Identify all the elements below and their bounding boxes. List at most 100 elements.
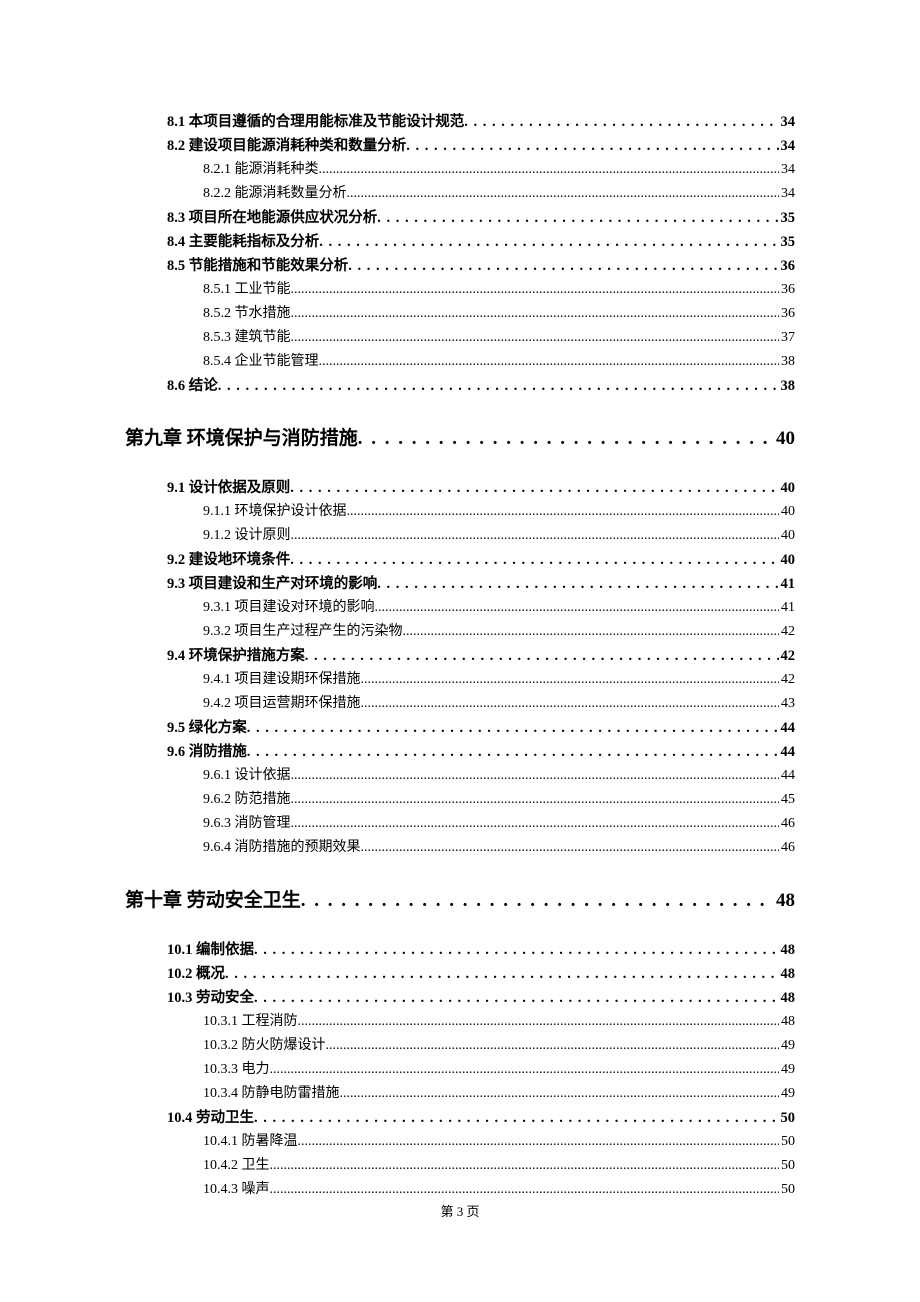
toc-leader <box>291 812 780 836</box>
toc-label: 8.3 项目所在地能源供应状况分析 <box>167 206 377 230</box>
toc-entry: 10.3.1 工程消防 48 <box>203 1010 795 1034</box>
toc-label: 8.6 结论 <box>167 374 218 398</box>
toc-leader <box>406 134 778 158</box>
toc-page: 48 <box>779 986 796 1010</box>
toc-entry: 10.3.4 防静电防雷措施49 <box>203 1082 795 1106</box>
toc-page: 35 <box>779 206 796 230</box>
toc-page: 40 <box>779 500 795 524</box>
toc-leader <box>361 692 780 716</box>
toc-label: 10.3 劳动安全 <box>167 986 254 1010</box>
toc-leader <box>377 206 778 230</box>
toc-page: 50 <box>779 1106 796 1130</box>
toc-entry: 10.4.1 防暑降温50 <box>203 1130 795 1154</box>
toc-entry: 9.1.2 设计原则40 <box>203 524 795 548</box>
toc-label: 10.4 劳动卫生 <box>167 1106 254 1130</box>
toc-label: 8.1 本项目遵循的合理用能标准及节能设计规范 <box>167 110 464 134</box>
toc-label: 8.2 建设项目能源消耗种类和数量分析 <box>167 134 406 158</box>
toc-entry: 8.2.2 能源消耗数量分析 34 <box>203 182 795 206</box>
toc-leader <box>290 548 778 572</box>
toc-leader <box>218 374 779 398</box>
toc-label: 8.5.1 工业节能 <box>203 278 291 302</box>
toc-label: 8.5.3 建筑节能 <box>203 326 291 350</box>
toc-entry: 8.5 节能措施和节能效果分析 36 <box>167 254 795 278</box>
toc-label: 8.2.1 能源消耗种类 <box>203 158 319 182</box>
toc-page: 36 <box>779 278 795 302</box>
toc-leader <box>375 596 780 620</box>
toc-label: 10.3.3 电力 <box>203 1058 270 1082</box>
toc-leader <box>358 424 774 454</box>
toc-entry: 10.3.3 电力49 <box>203 1058 795 1082</box>
toc-page: 41 <box>779 596 795 620</box>
toc-leader <box>254 938 779 962</box>
toc-leader <box>291 326 780 350</box>
toc-label: 9.3 项目建设和生产对环境的影响 <box>167 572 377 596</box>
toc-page: 49 <box>779 1082 795 1106</box>
toc-entry: 10.2 概况 48 <box>167 962 795 986</box>
toc-container: 8.1 本项目遵循的合理用能标准及节能设计规范348.2 建设项目能源消耗种类和… <box>125 110 795 1202</box>
toc-page: 42 <box>779 644 796 668</box>
toc-label: 9.6.4 消防措施的预期效果 <box>203 836 361 860</box>
toc-label: 9.1 设计依据及原则 <box>167 476 290 500</box>
toc-entry: 8.2 建设项目能源消耗种类和数量分析 34 <box>167 134 795 158</box>
toc-label: 9.5 绿化方案 <box>167 716 247 740</box>
toc-page: 49 <box>779 1034 795 1058</box>
toc-leader <box>270 1154 780 1178</box>
toc-label: 10.2 概况 <box>167 962 225 986</box>
toc-entry: 9.6.3 消防管理 46 <box>203 812 795 836</box>
toc-leader <box>247 740 779 764</box>
toc-label: 8.5 节能措施和节能效果分析 <box>167 254 348 278</box>
toc-label: 8.5.2 节水措施 <box>203 302 291 326</box>
toc-page: 40 <box>779 548 796 572</box>
toc-label: 8.4 主要能耗指标及分析 <box>167 230 319 254</box>
toc-entry: 10.3 劳动安全 48 <box>167 986 795 1010</box>
toc-page: 45 <box>779 788 795 812</box>
toc-entry: 9.4 环境保护措施方案 42 <box>167 644 795 668</box>
toc-page: 34 <box>779 158 795 182</box>
toc-entry: 10.1 编制依据48 <box>167 938 795 962</box>
toc-page: 46 <box>779 836 795 860</box>
toc-label: 第十章 劳动安全卫生 <box>125 886 301 916</box>
toc-entry: 第九章 环境保护与消防措施 40 <box>125 424 795 454</box>
toc-entry: 9.2 建设地环境条件40 <box>167 548 795 572</box>
toc-page: 40 <box>774 424 795 454</box>
toc-page: 42 <box>779 620 795 644</box>
toc-page: 35 <box>779 230 796 254</box>
toc-label: 9.1.2 设计原则 <box>203 524 291 548</box>
toc-entry: 10.4.2 卫生50 <box>203 1154 795 1178</box>
toc-page: 44 <box>779 764 795 788</box>
toc-leader <box>305 644 779 668</box>
toc-leader <box>319 158 780 182</box>
toc-page: 34 <box>779 110 796 134</box>
toc-page: 48 <box>779 938 796 962</box>
toc-page: 46 <box>779 812 795 836</box>
toc-page: 50 <box>779 1130 795 1154</box>
toc-page: 38 <box>779 374 796 398</box>
toc-label: 9.4 环境保护措施方案 <box>167 644 305 668</box>
toc-entry: 9.4.2 项目运营期环保措施43 <box>203 692 795 716</box>
toc-leader <box>298 1010 780 1034</box>
page-footer: 第 3 页 <box>0 1201 920 1220</box>
toc-entry: 8.5.1 工业节能 36 <box>203 278 795 302</box>
toc-leader <box>361 836 780 860</box>
toc-label: 8.2.2 能源消耗数量分析 <box>203 182 347 206</box>
toc-label: 10.4.2 卫生 <box>203 1154 270 1178</box>
toc-page: 48 <box>779 962 796 986</box>
toc-page: 48 <box>779 1010 795 1034</box>
toc-leader <box>254 986 779 1010</box>
toc-leader <box>347 182 780 206</box>
toc-entry: 9.6.4 消防措施的预期效果 46 <box>203 836 795 860</box>
toc-leader <box>290 476 778 500</box>
toc-label: 第九章 环境保护与消防措施 <box>125 424 358 454</box>
toc-entry: 10.4 劳动卫生 50 <box>167 1106 795 1130</box>
toc-leader <box>347 500 780 524</box>
toc-page: 34 <box>779 134 796 158</box>
toc-page: 34 <box>779 182 795 206</box>
toc-label: 10.3.1 工程消防 <box>203 1010 298 1034</box>
toc-leader <box>319 350 780 374</box>
toc-page: 36 <box>779 254 796 278</box>
toc-entry: 第十章 劳动安全卫生48 <box>125 886 795 916</box>
toc-label: 9.6 消防措施 <box>167 740 247 764</box>
toc-entry: 9.3 项目建设和生产对环境的影响41 <box>167 572 795 596</box>
toc-label: 9.6.3 消防管理 <box>203 812 291 836</box>
toc-label: 8.5.4 企业节能管理 <box>203 350 319 374</box>
